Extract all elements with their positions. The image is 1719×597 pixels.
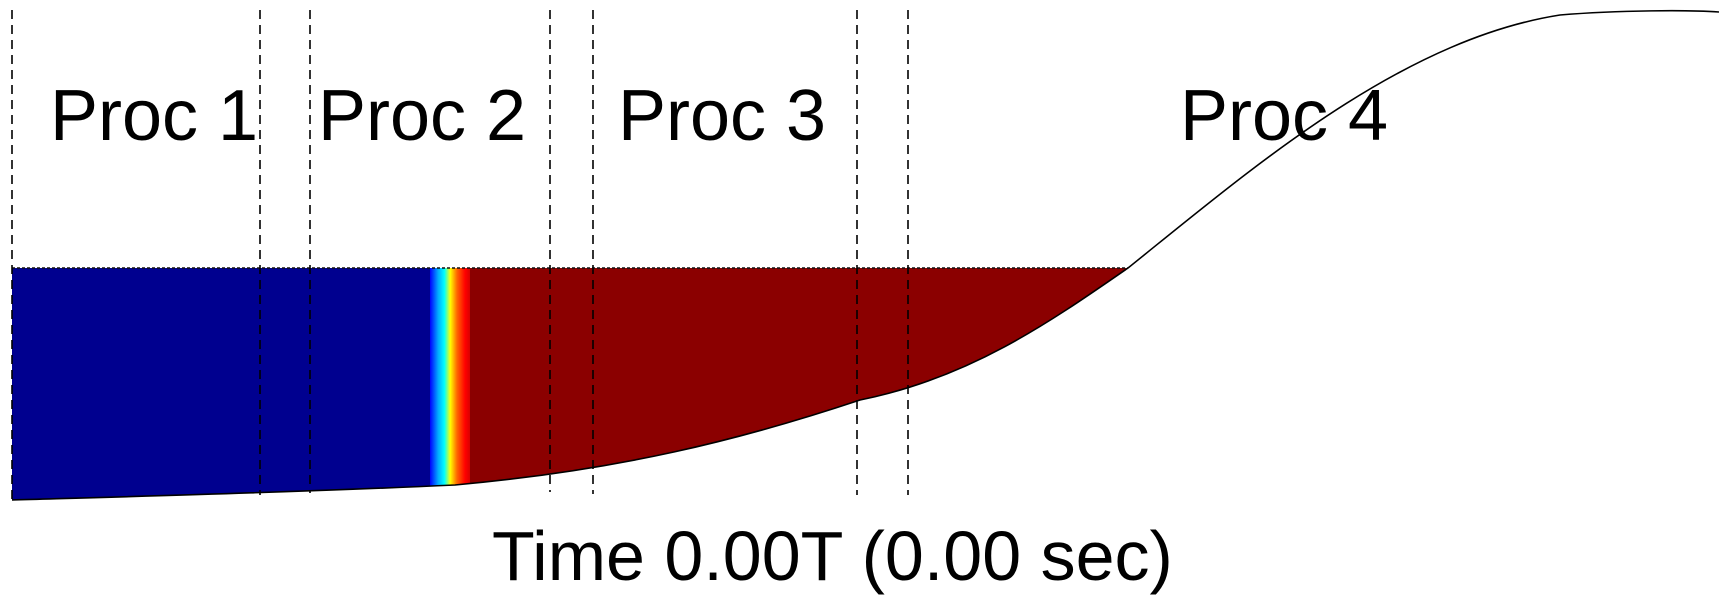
time-caption: Time 0.00T (0.00 sec) <box>492 517 1173 595</box>
fluid-domain <box>12 268 1128 500</box>
channel-profile-curve <box>11 9 1719 501</box>
interface-color-band <box>430 268 475 500</box>
proc-4-label: Proc 4 <box>1180 76 1388 156</box>
right-fluid-region <box>470 268 1128 500</box>
proc-3-label: Proc 3 <box>618 76 826 156</box>
proc-1-label: Proc 1 <box>50 76 258 156</box>
proc-2-label: Proc 2 <box>318 76 526 156</box>
processor-boundaries <box>11 10 909 500</box>
left-fluid-region <box>12 268 437 500</box>
